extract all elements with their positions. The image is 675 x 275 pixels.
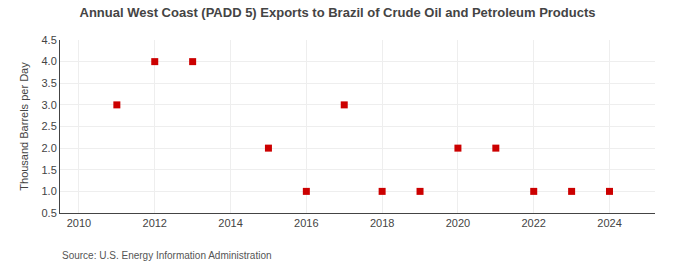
svg-text:Thousand Barrels per Day: Thousand Barrels per Day [18,62,30,191]
svg-text:2.0: 2.0 [42,142,57,154]
svg-text:4.5: 4.5 [42,34,57,46]
svg-text:2016: 2016 [294,217,318,229]
svg-text:2024: 2024 [597,217,621,229]
svg-text:1.5: 1.5 [42,164,57,176]
svg-text:1.0: 1.0 [42,185,57,197]
svg-text:2010: 2010 [67,217,91,229]
svg-text:2014: 2014 [218,217,242,229]
svg-text:2.5: 2.5 [42,120,57,132]
svg-text:Annual West Coast (PADD 5) Exp: Annual West Coast (PADD 5) Exports to Br… [80,5,596,20]
svg-text:4.0: 4.0 [42,55,57,67]
svg-text:2012: 2012 [143,217,167,229]
svg-text:0.5: 0.5 [42,207,57,219]
svg-text:Source: U.S. Energy Informatio: Source: U.S. Energy Information Administ… [62,250,272,261]
svg-text:2018: 2018 [370,217,394,229]
svg-text:2022: 2022 [521,217,545,229]
svg-text:3.5: 3.5 [42,77,57,89]
svg-text:3.0: 3.0 [42,99,57,111]
svg-text:2020: 2020 [446,217,470,229]
